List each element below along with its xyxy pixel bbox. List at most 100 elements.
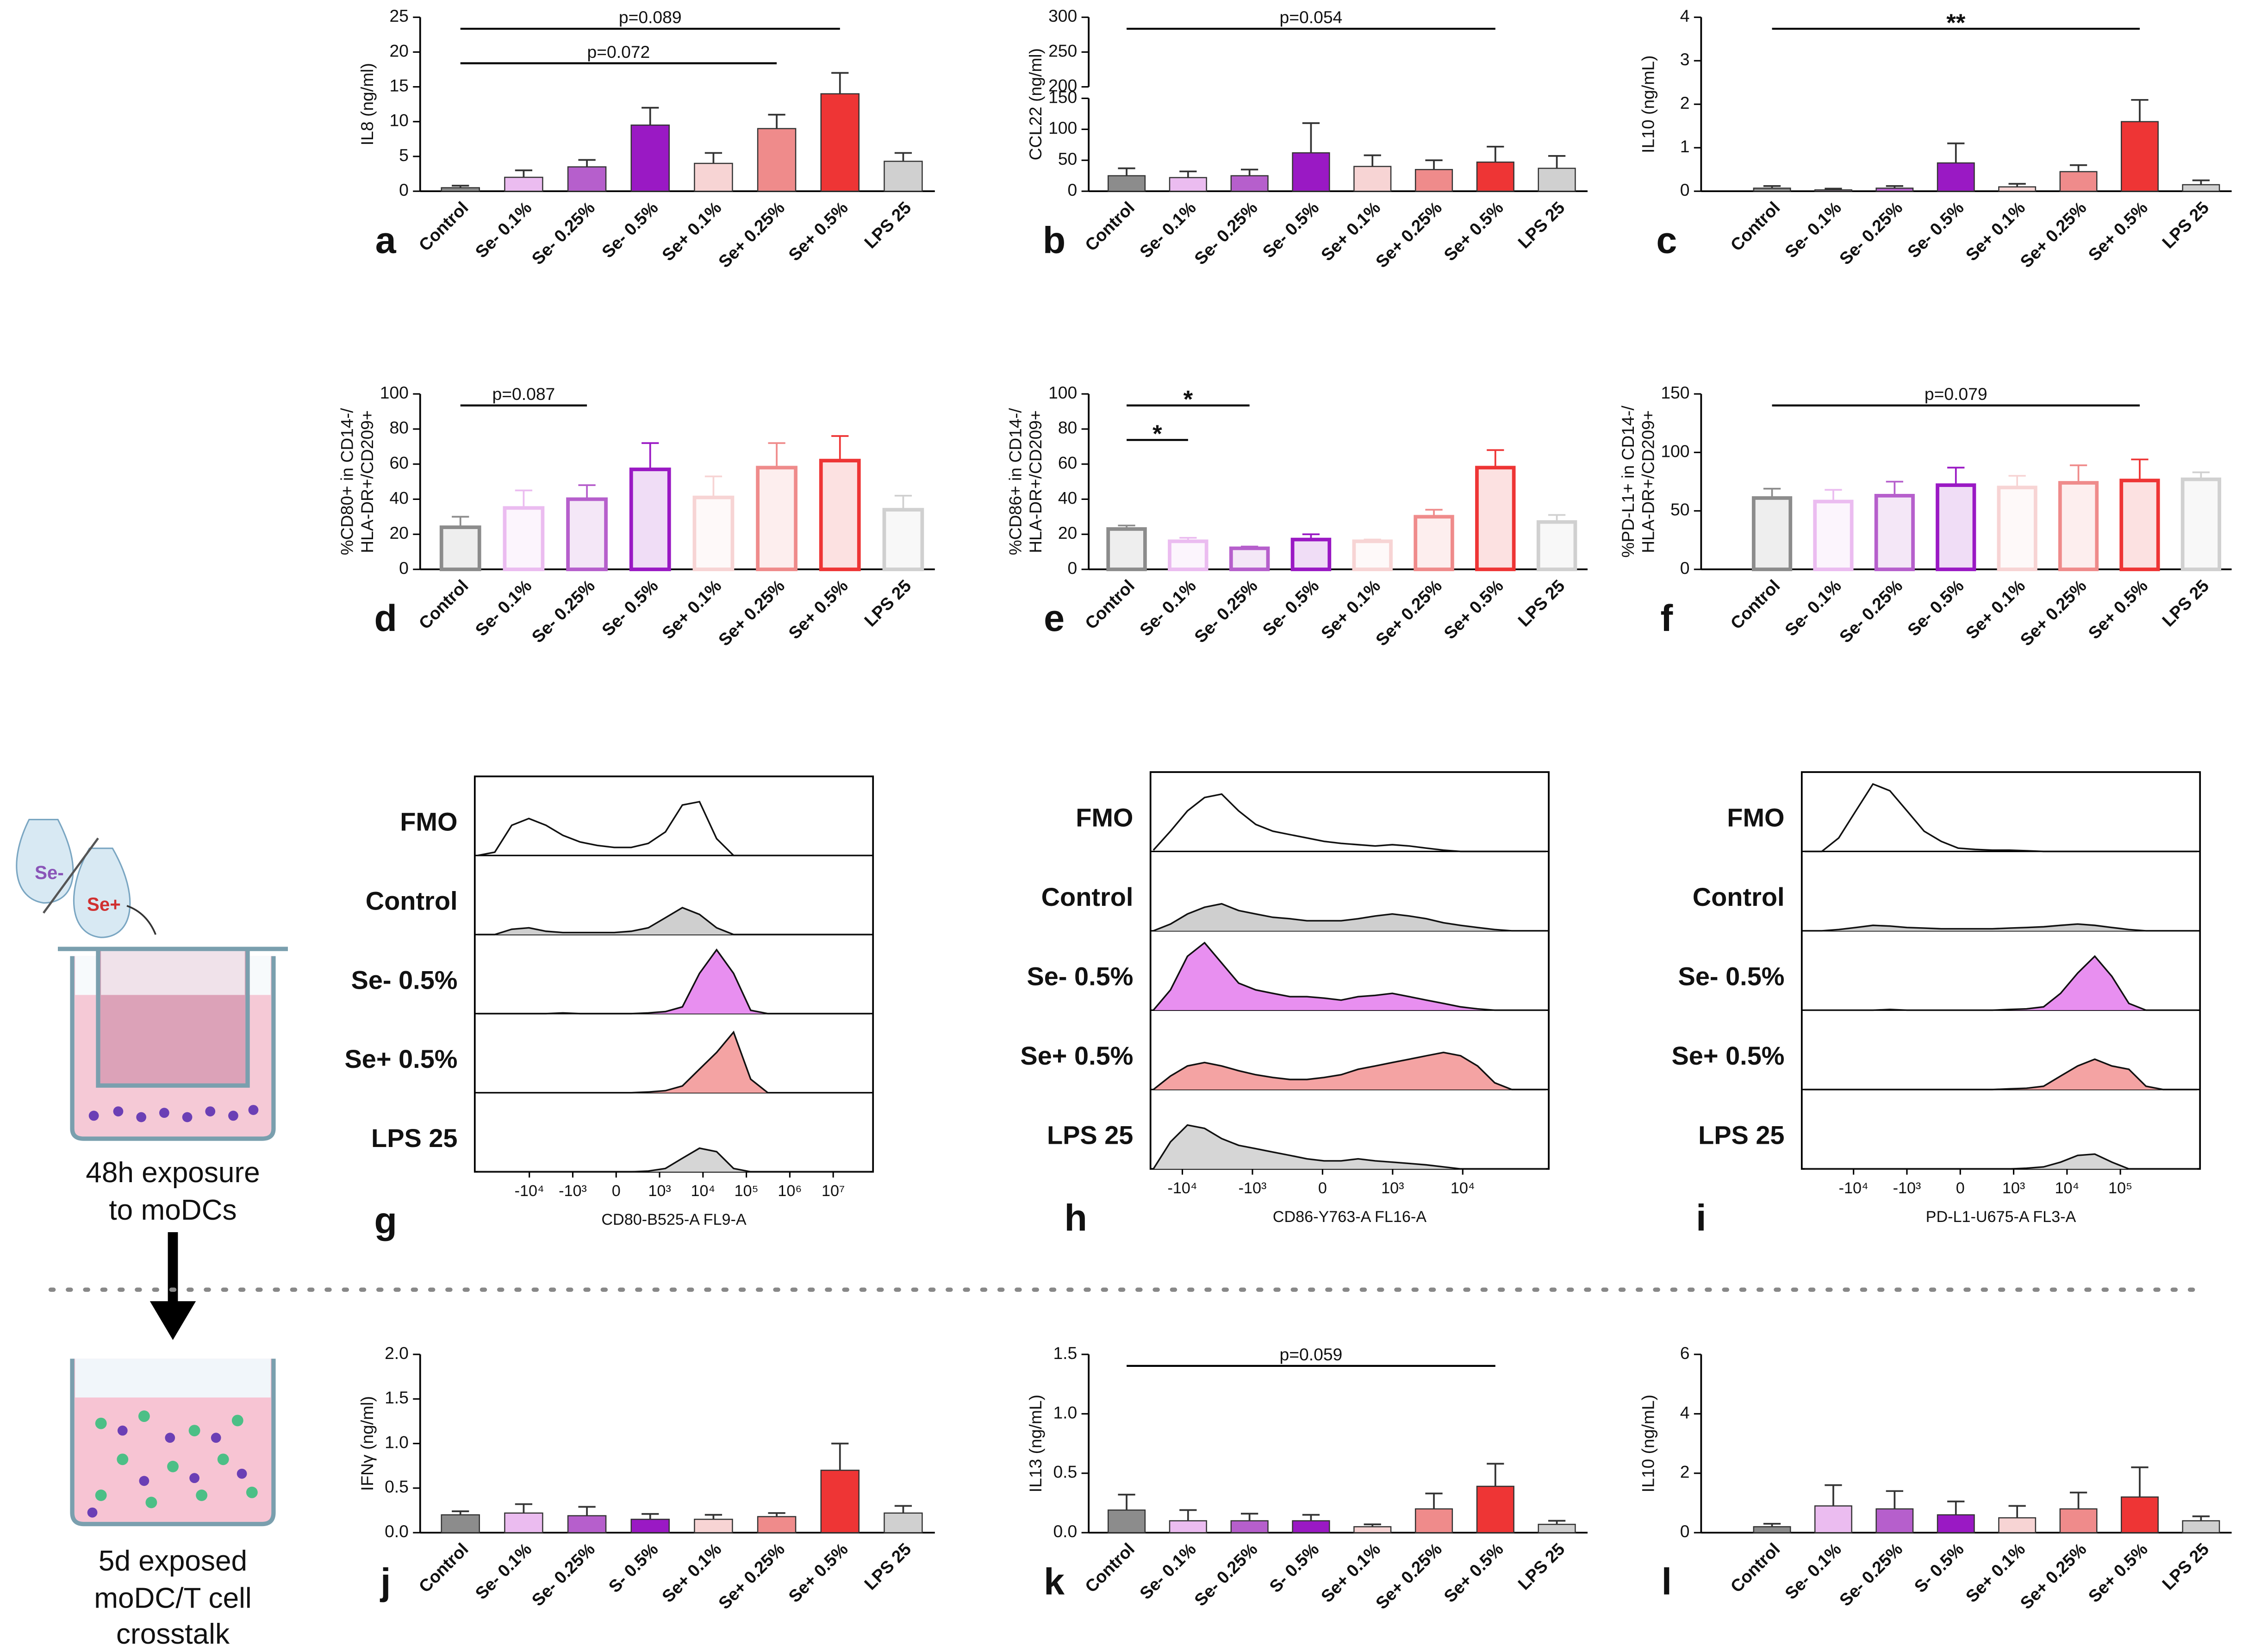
bar (1875, 1508, 1914, 1534)
significance-label: p=0.089 (619, 7, 682, 27)
y-tick-label: 200 (1048, 75, 1077, 95)
step-text: 5d exposed (99, 1545, 247, 1577)
bar (1538, 168, 1576, 192)
x-tick-label: 10³ (2002, 1179, 2025, 1197)
y-tick-label: 60 (389, 453, 408, 473)
bar (1414, 1508, 1453, 1534)
arrow (126, 905, 156, 935)
bar (820, 93, 860, 192)
bar (1230, 175, 1269, 192)
x-tick-label: 10³ (1381, 1179, 1404, 1197)
y-tick-label: 0 (399, 558, 409, 578)
y-tick-label: 1.0 (1053, 1403, 1077, 1422)
y-tick-label: 100 (1661, 441, 1689, 461)
drop-label: Se- (35, 862, 64, 883)
x-axis-label: CD86-Y763-A FL16-A (1273, 1208, 1427, 1226)
step-text: crosstalk (116, 1618, 230, 1650)
bar (1169, 177, 1207, 192)
panel-letter: e (1044, 598, 1065, 639)
y-axis-label: CCL22 (ng/ml) (1026, 48, 1045, 160)
bar (2120, 121, 2159, 192)
row-label: Se- 0.5% (351, 965, 458, 994)
x-tick-label: 10⁶ (778, 1182, 802, 1200)
y-tick-label: 40 (389, 488, 408, 507)
y-axis-label: HLA-DR+/CD209+ (1026, 410, 1045, 553)
y-tick-label: 15 (389, 75, 408, 95)
histogram-area (1153, 942, 1546, 1010)
bar (1107, 1509, 1146, 1534)
bar (694, 1519, 733, 1534)
panel-letter: c (1656, 219, 1677, 261)
bar (820, 1470, 860, 1534)
bar (2120, 1496, 2159, 1534)
y-tick-label: 80 (1058, 418, 1077, 437)
bar (504, 176, 543, 192)
bar (757, 128, 797, 192)
row-label: LPS 25 (1047, 1121, 1133, 1150)
x-tick-label: -10⁴ (1168, 1179, 1197, 1197)
histogram-line (1805, 923, 2197, 932)
y-tick-label: 3 (1680, 50, 1690, 69)
x-tick-label: 10³ (648, 1182, 671, 1200)
bar (757, 1516, 797, 1534)
y-tick-label: 1 (1680, 137, 1690, 156)
y-tick-label: 150 (1048, 87, 1077, 106)
bar (1292, 1520, 1330, 1534)
bar (1753, 1526, 1791, 1534)
histogram-area (478, 907, 870, 935)
x-tick-label: 10⁴ (1451, 1179, 1475, 1197)
y-axis-label: IL13 (ng/mL) (1026, 1395, 1045, 1492)
x-tick-label: -10⁴ (515, 1182, 544, 1200)
bar (756, 466, 797, 571)
y-tick-label: 20 (389, 41, 408, 60)
y-tick-label: 100 (380, 383, 409, 402)
x-tick-label: -10³ (1239, 1179, 1267, 1197)
y-tick-label: 100 (1048, 383, 1077, 402)
bar (567, 166, 607, 192)
y-tick-label: 0 (1680, 558, 1690, 578)
y-axis-label: IL8 (ng/ml) (357, 63, 377, 145)
bar (692, 495, 735, 571)
bar (1107, 175, 1146, 192)
y-axis-label: %CD80+ in CD14-/ (337, 408, 356, 555)
bar (1814, 189, 1852, 192)
histogram-line (478, 907, 870, 935)
bar (1352, 539, 1393, 571)
histogram-area (1153, 1052, 1546, 1090)
x-tick-label: 10⁷ (822, 1182, 845, 1200)
row-label: Se+ 0.5% (345, 1044, 458, 1073)
x-tick-label: 10⁴ (691, 1182, 715, 1200)
panel-letter: f (1660, 598, 1673, 639)
bar (441, 187, 480, 192)
bar (1751, 496, 1793, 571)
histogram-area (1805, 1059, 2197, 1090)
significance-label: p=0.059 (1280, 1345, 1343, 1364)
y-tick-label: 0 (1680, 1521, 1690, 1541)
histogram-line (478, 1030, 870, 1094)
y-tick-label: 0.0 (1053, 1521, 1077, 1541)
bar (1414, 515, 1454, 571)
y-tick-label: 4 (1680, 1403, 1690, 1422)
y-axis-label: %CD86+ in CD14-/ (1006, 408, 1025, 555)
significance-label: p=0.054 (1280, 7, 1343, 27)
x-tick-label: 0 (612, 1182, 621, 1200)
panel-letter: b (1043, 219, 1065, 261)
histogram-area (478, 1148, 870, 1172)
y-axis-label: HLA-DR+/CD209+ (1638, 410, 1657, 553)
bar (1169, 1520, 1207, 1534)
y-tick-label: 1.5 (385, 1388, 409, 1407)
y-tick-label: 300 (1048, 6, 1077, 25)
y-tick-label: 1.0 (385, 1432, 409, 1452)
bar (1998, 1517, 2037, 1534)
y-axis-label: %PD-L1+ in CD14-/ (1618, 405, 1638, 558)
y-tick-label: 250 (1048, 41, 1077, 60)
panel-letter: h (1065, 1197, 1087, 1239)
significance-label: p=0.072 (587, 42, 650, 62)
y-tick-label: 2 (1680, 93, 1690, 112)
y-tick-label: 4 (1680, 6, 1690, 25)
y-tick-label: 100 (1048, 118, 1077, 137)
y-tick-label: 1.5 (1053, 1343, 1077, 1363)
bar (566, 497, 608, 571)
bar (1937, 1514, 1975, 1534)
